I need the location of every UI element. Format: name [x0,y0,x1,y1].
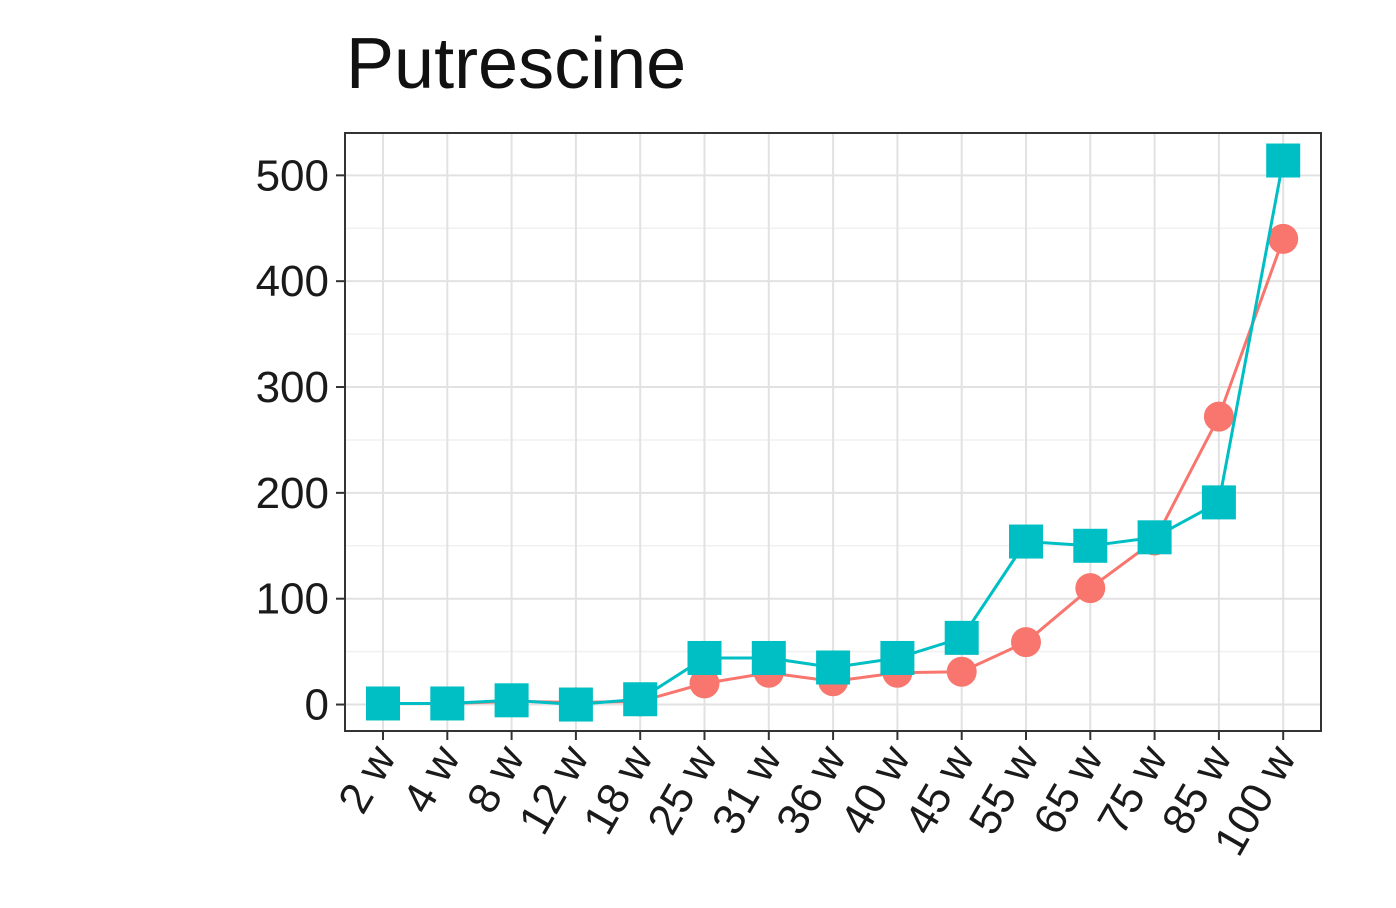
series-2-point [1137,520,1172,555]
x-tick-label: 45 w [895,737,984,842]
y-tick-label: 300 [256,363,329,412]
x-tick-label: 2 w [329,737,406,821]
chart-title: Putrescine [346,24,686,104]
series-2-point [494,683,529,718]
x-tick-label: 18 w [574,737,663,842]
x-tick-label: 31 w [703,737,792,842]
x-tick-label: 4 w [393,737,470,821]
series-layer [366,143,1301,722]
x-axis: 2 w4 w8 w12 w18 w25 w31 w36 w40 w45 w55 … [329,731,1306,864]
y-tick-label: 0 [305,681,329,730]
series-2-point [1009,524,1043,559]
series-1-point [1075,573,1106,604]
x-tick-label: 75 w [1088,737,1177,842]
y-tick-label: 100 [256,575,329,624]
series-2-point [1073,528,1108,563]
y-tick-label: 400 [256,257,329,306]
series-1-point [1203,401,1234,432]
series-2-point [944,620,979,655]
series-2-point [366,686,400,721]
series-2-point [687,640,722,675]
series-1-point [1011,627,1041,658]
series-2-point [1266,143,1301,178]
series-2-point [880,640,915,675]
series-1-point [1268,223,1299,254]
series-2-point [623,682,658,717]
y-tick-label: 200 [256,469,329,518]
y-tick-label: 500 [256,151,329,200]
series-1-point [689,668,720,699]
series-2-point [816,650,851,685]
grid-major [345,133,1321,731]
x-tick-label: 65 w [1024,737,1113,842]
series-2-point [1201,485,1236,520]
y-axis: 0 100 200 300 400 500 [256,151,345,730]
series-2-point [751,640,786,675]
x-tick-label: 55 w [960,737,1049,842]
series-2-point [558,687,593,722]
x-tick-label: 40 w [831,737,920,842]
series-1-point [946,656,977,687]
series-2-point [430,686,465,721]
x-tick-label: 36 w [767,737,856,842]
x-tick-label: 12 w [510,737,599,842]
x-tick-label: 25 w [638,737,727,842]
